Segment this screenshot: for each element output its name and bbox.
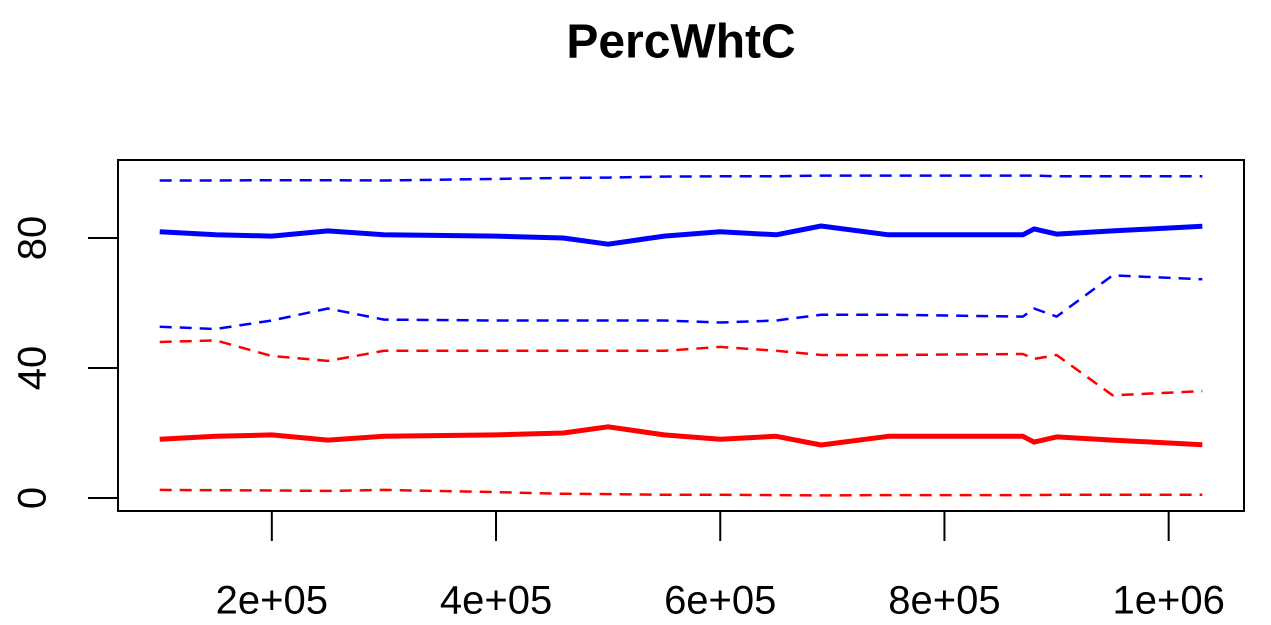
x-tick-label: 8e+05 bbox=[888, 579, 1000, 623]
x-tick-label: 6e+05 bbox=[664, 579, 776, 623]
y-tick-label: 80 bbox=[11, 216, 55, 261]
chart-title: PercWhtC bbox=[566, 16, 795, 69]
series-line bbox=[159, 488, 1203, 497]
series-line bbox=[159, 274, 1203, 331]
x-tick-label: 4e+05 bbox=[440, 579, 552, 623]
series-line bbox=[159, 339, 1203, 397]
series-line bbox=[159, 174, 1203, 182]
x-tick-label: 2e+05 bbox=[216, 579, 328, 623]
series-line bbox=[159, 223, 1203, 247]
plot-box bbox=[117, 159, 1245, 512]
y-tick-label: 0 bbox=[11, 487, 55, 509]
x-tick-label: 1e+06 bbox=[1112, 579, 1224, 623]
y-tick-label: 40 bbox=[11, 346, 55, 391]
series-line bbox=[159, 424, 1203, 448]
